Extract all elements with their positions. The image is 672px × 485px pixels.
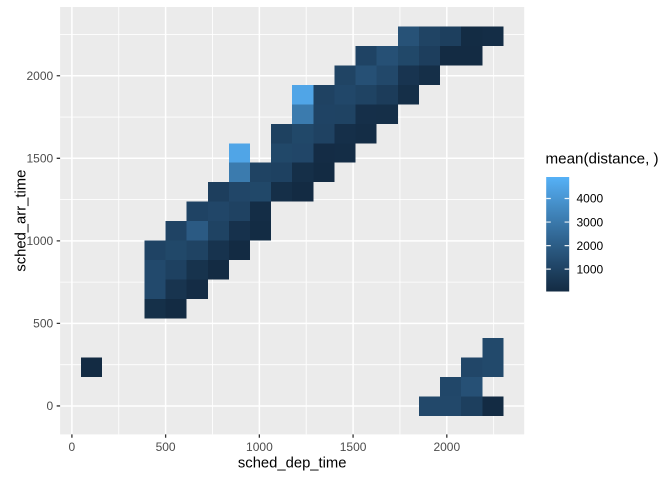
- svg-text:1000: 1000: [26, 234, 53, 248]
- svg-text:2000: 2000: [433, 440, 460, 454]
- svg-text:0: 0: [47, 399, 54, 413]
- svg-text:sched_dep_time: sched_dep_time: [238, 455, 347, 471]
- svg-text:2000: 2000: [26, 69, 53, 83]
- svg-text:500: 500: [33, 317, 53, 331]
- svg-text:1000: 1000: [577, 262, 604, 276]
- svg-text:2000: 2000: [577, 239, 604, 253]
- svg-text:mean(distance, ): mean(distance, ): [546, 150, 659, 167]
- svg-text:0: 0: [69, 440, 76, 454]
- svg-text:1500: 1500: [340, 440, 367, 454]
- svg-text:3000: 3000: [577, 215, 604, 229]
- svg-text:sched_arr_time: sched_arr_time: [14, 170, 30, 272]
- svg-text:1500: 1500: [26, 152, 53, 166]
- svg-text:500: 500: [156, 440, 176, 454]
- svg-text:1000: 1000: [246, 440, 273, 454]
- svg-text:4000: 4000: [577, 192, 604, 206]
